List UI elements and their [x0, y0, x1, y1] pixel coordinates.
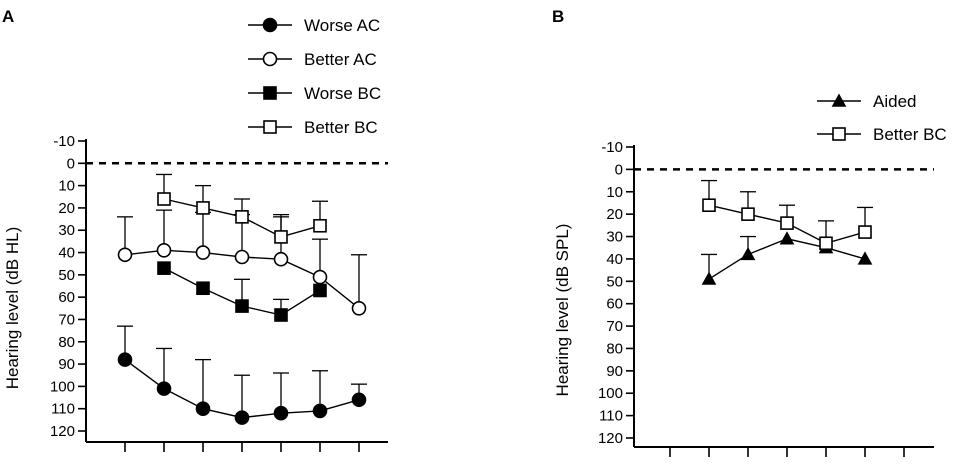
data-point	[351, 301, 367, 316]
legend-label: Better AC	[304, 50, 377, 69]
data-point	[351, 392, 367, 408]
y-tick-label: 60	[606, 296, 623, 313]
data-point	[779, 231, 795, 245]
y-tick-label: 0	[67, 155, 75, 172]
data-point	[157, 261, 171, 275]
y-tick-label: 40	[58, 245, 75, 262]
legend-label: Aided	[873, 92, 916, 111]
data-point	[196, 201, 210, 215]
y-tick-label: 30	[58, 222, 75, 239]
legend-item-better-bc: Better BC	[248, 118, 378, 137]
panel-b-plot: -10 0 10 20 30 40 50 60 70 80 90 100 110 120	[598, 139, 934, 457]
panel-a: A Hearing level (dB HL) -10 0 10 20 30 40 50 60…	[2, 7, 388, 452]
data-point	[156, 381, 172, 396]
data-point	[780, 216, 794, 230]
series-better-bc	[701, 179, 873, 251]
y-tick-label: 120	[50, 423, 75, 440]
data-point	[701, 271, 717, 285]
y-tick-label: 50	[606, 273, 623, 290]
series-worse-ac	[117, 325, 367, 425]
data-point	[857, 251, 873, 265]
y-tick-label: 20	[58, 200, 75, 217]
y-tick-label: 110	[599, 408, 623, 425]
y-tick-label: 100	[50, 378, 75, 395]
data-point	[196, 281, 210, 296]
data-point	[274, 308, 288, 322]
panel-b: B Hearing level (dB SPL) -10 0 10 20 30 40 50 6…	[552, 7, 947, 457]
legend-label: Worse AC	[304, 16, 380, 35]
series-better-bc	[156, 173, 328, 244]
data-point	[313, 283, 327, 298]
legend-label: Better BC	[304, 118, 378, 137]
y-tick-label: 10	[58, 178, 75, 195]
y-tick-label: 50	[58, 267, 75, 284]
series-aided	[701, 231, 873, 285]
panel-a-legend: Worse AC Better AC Worse BC Better BC	[248, 16, 381, 137]
data-point	[312, 269, 328, 285]
legend-marker	[262, 51, 278, 67]
series-worse-bc	[157, 261, 327, 322]
legend-item-worse-bc: Worse BC	[248, 84, 381, 103]
data-point	[234, 410, 250, 425]
panel-a-y-axis-title: Hearing level (dB HL)	[3, 227, 22, 390]
data-point	[312, 403, 328, 419]
data-point	[117, 247, 133, 263]
y-tick-label: 80	[606, 340, 623, 357]
y-tick-label: 40	[606, 251, 623, 268]
legend-marker	[263, 86, 277, 100]
data-point	[156, 243, 172, 258]
y-tick-label: 70	[606, 318, 623, 335]
legend-label: Worse BC	[304, 84, 381, 103]
data-point	[819, 236, 833, 251]
data-point	[740, 246, 756, 261]
y-tick-label: 100	[598, 385, 623, 402]
data-point	[235, 210, 249, 224]
y-tick-label: 60	[58, 289, 75, 306]
legend-item-aided: Aided	[817, 92, 916, 111]
legend-label: Better BC	[873, 125, 947, 144]
data-point	[234, 249, 250, 265]
panel-b-letter: B	[552, 7, 564, 26]
y-tick-label: 30	[606, 229, 623, 246]
data-point	[273, 405, 289, 421]
y-tick-label: -10	[53, 133, 75, 150]
data-point	[313, 218, 327, 233]
legend-marker	[831, 93, 847, 107]
y-tick-label: 120	[598, 430, 623, 447]
legend-marker	[832, 127, 846, 141]
legend-item-better-bc: Better BC	[817, 125, 947, 144]
data-point	[273, 251, 289, 267]
legend-item-better-ac: Better AC	[248, 50, 377, 69]
legend-item-worse-ac: Worse AC	[248, 16, 380, 35]
legend-marker	[263, 120, 277, 134]
y-tick-label: 110	[51, 401, 75, 418]
y-tick-label: 80	[58, 334, 75, 351]
panel-a-plot: -10 0 10 20 30 40 50 60 70 80 90 100 110 120	[50, 133, 388, 452]
data-point	[858, 225, 872, 239]
y-tick-label: 10	[606, 184, 623, 201]
data-point	[702, 198, 716, 212]
y-tick-label: 0	[615, 161, 623, 178]
data-point	[195, 401, 211, 416]
data-point	[117, 352, 133, 367]
data-point	[195, 245, 211, 260]
panel-a-letter: A	[2, 7, 14, 26]
data-point	[235, 299, 249, 313]
y-tick-label: 90	[58, 356, 75, 373]
legend-marker	[262, 17, 278, 33]
data-point	[274, 230, 288, 244]
panel-b-y-axis-title: Hearing level (dB SPL)	[553, 224, 572, 397]
y-tick-label: 90	[606, 363, 623, 380]
series-line	[708, 238, 866, 280]
data-point	[741, 207, 755, 221]
y-tick-label: 70	[58, 311, 75, 328]
data-point	[157, 192, 171, 206]
y-tick-label: -10	[601, 139, 623, 156]
y-tick-label: 20	[606, 206, 623, 223]
panel-b-legend: Aided Better BC	[817, 92, 947, 144]
